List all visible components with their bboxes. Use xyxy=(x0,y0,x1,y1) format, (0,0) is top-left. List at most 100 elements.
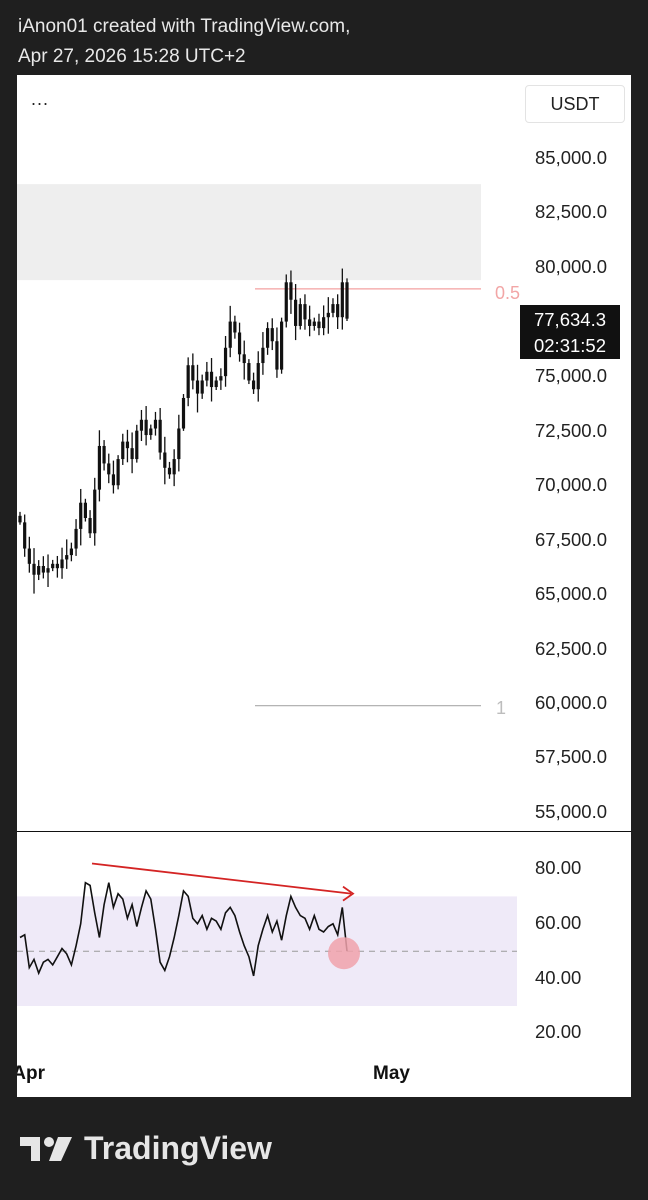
chart-canvas[interactable] xyxy=(17,75,631,1097)
current-price-value: 77,634.3 xyxy=(533,309,606,330)
more-menu-button[interactable]: ... xyxy=(31,89,50,109)
candle-body xyxy=(284,282,288,322)
timestamp-line: Apr 27, 2026 15:28 UTC+2 xyxy=(18,46,246,67)
candle-body xyxy=(27,548,31,564)
candle-body xyxy=(130,448,134,460)
resistance-zone xyxy=(17,184,481,281)
candle-body xyxy=(32,563,36,575)
candle-body xyxy=(125,441,130,449)
candle-body xyxy=(37,566,41,575)
brand-footer: TradingView xyxy=(20,1130,272,1167)
price-tick: 60,000.0 xyxy=(535,692,608,713)
candle-body xyxy=(223,347,228,377)
candle-body xyxy=(289,282,293,300)
candle-body xyxy=(18,515,22,523)
candle-body xyxy=(116,459,120,486)
chart-header: iAnon01 created with TradingView.com, Ap… xyxy=(18,12,350,72)
price-tick: 57,500.0 xyxy=(535,746,608,767)
fib-05-label: 0.5 xyxy=(495,283,521,303)
candle-body xyxy=(345,282,349,319)
candle-body xyxy=(191,365,195,381)
candle-body xyxy=(93,489,97,534)
candle-body xyxy=(177,428,181,460)
candle-body xyxy=(139,419,144,431)
candle-body xyxy=(237,332,242,355)
candle-body xyxy=(214,380,218,388)
candle-body xyxy=(51,563,55,569)
price-tick: 67,500.0 xyxy=(535,529,608,550)
tradingview-logo-icon xyxy=(20,1136,72,1161)
candle-body xyxy=(102,445,106,464)
candle-body xyxy=(88,517,92,534)
candle-body xyxy=(69,548,73,556)
fib-1-label: 1 xyxy=(496,698,507,718)
price-tick: 72,500.0 xyxy=(535,420,608,441)
price-tick: 75,000.0 xyxy=(535,365,608,386)
candle-body xyxy=(331,304,335,313)
current-price-label: 77,634.3 02:31:52 xyxy=(520,305,620,359)
candle-body xyxy=(261,347,265,364)
candle-body xyxy=(242,354,246,364)
candle-body xyxy=(340,282,344,318)
candle-body xyxy=(326,312,330,318)
candle-body xyxy=(172,459,176,475)
candle-body xyxy=(181,397,186,429)
candle-body xyxy=(79,502,83,529)
oscillator-tick: 20.00 xyxy=(535,1021,582,1042)
pane-divider[interactable] xyxy=(17,831,631,832)
author-line: iAnon01 created with TradingView.com, xyxy=(18,16,351,37)
candle-body xyxy=(60,559,64,569)
price-tick: 65,000.0 xyxy=(535,583,608,604)
candle-body xyxy=(195,380,200,394)
candle-body xyxy=(167,467,172,475)
date-label-may: May xyxy=(373,1063,410,1084)
candle-body xyxy=(308,319,312,326)
oscillator-tick: 80.00 xyxy=(535,857,582,878)
oscillator-line xyxy=(19,881,348,977)
price-tick: 62,500.0 xyxy=(535,638,608,659)
candle-body xyxy=(74,528,78,549)
candle-body xyxy=(209,371,214,388)
candle-body xyxy=(303,304,307,320)
price-tick: 80,000.0 xyxy=(535,256,608,277)
price-tick: 55,000.0 xyxy=(535,801,608,822)
candle-body xyxy=(205,371,209,381)
candle-body xyxy=(294,299,298,326)
price-tick: 82,500.0 xyxy=(535,201,608,222)
candle-body xyxy=(270,328,274,342)
candle-body xyxy=(149,428,153,436)
candle-body xyxy=(83,502,87,518)
candle-body xyxy=(41,566,45,573)
candle-body xyxy=(247,363,251,381)
candle-body xyxy=(46,568,50,573)
candle-body xyxy=(280,321,284,370)
chart-panel[interactable]: ... USDT 85,000.0 82,500.0 80,000.0 75,0… xyxy=(17,75,631,1097)
candle-body xyxy=(107,463,111,475)
candle-body xyxy=(265,328,270,348)
candle-body xyxy=(200,380,204,394)
candle-body xyxy=(23,522,27,549)
date-label-apr: Apr xyxy=(17,1063,45,1084)
oscillator-tick: 40.00 xyxy=(535,967,582,988)
candle-body xyxy=(219,376,223,381)
candle-body xyxy=(97,445,102,490)
candle-body xyxy=(135,430,139,460)
divergence-arrow-head xyxy=(342,885,355,902)
candle-body xyxy=(298,304,302,326)
candle-body xyxy=(256,363,260,390)
candle-body xyxy=(153,419,158,429)
candle-body xyxy=(144,419,148,436)
currency-selector[interactable]: USDT xyxy=(525,85,625,123)
candle-body xyxy=(275,341,279,370)
highlight-marker xyxy=(328,937,360,970)
candle-body xyxy=(251,380,256,390)
candle-body xyxy=(158,419,162,453)
price-tick: 85,000.0 xyxy=(535,147,608,168)
candle-body xyxy=(233,321,237,333)
candle-body xyxy=(312,321,316,326)
candle-body xyxy=(55,563,59,569)
candle-body xyxy=(65,555,69,560)
bar-countdown: 02:31:52 xyxy=(533,335,606,356)
candle-body xyxy=(163,452,167,468)
oscillator-band xyxy=(17,896,517,1006)
